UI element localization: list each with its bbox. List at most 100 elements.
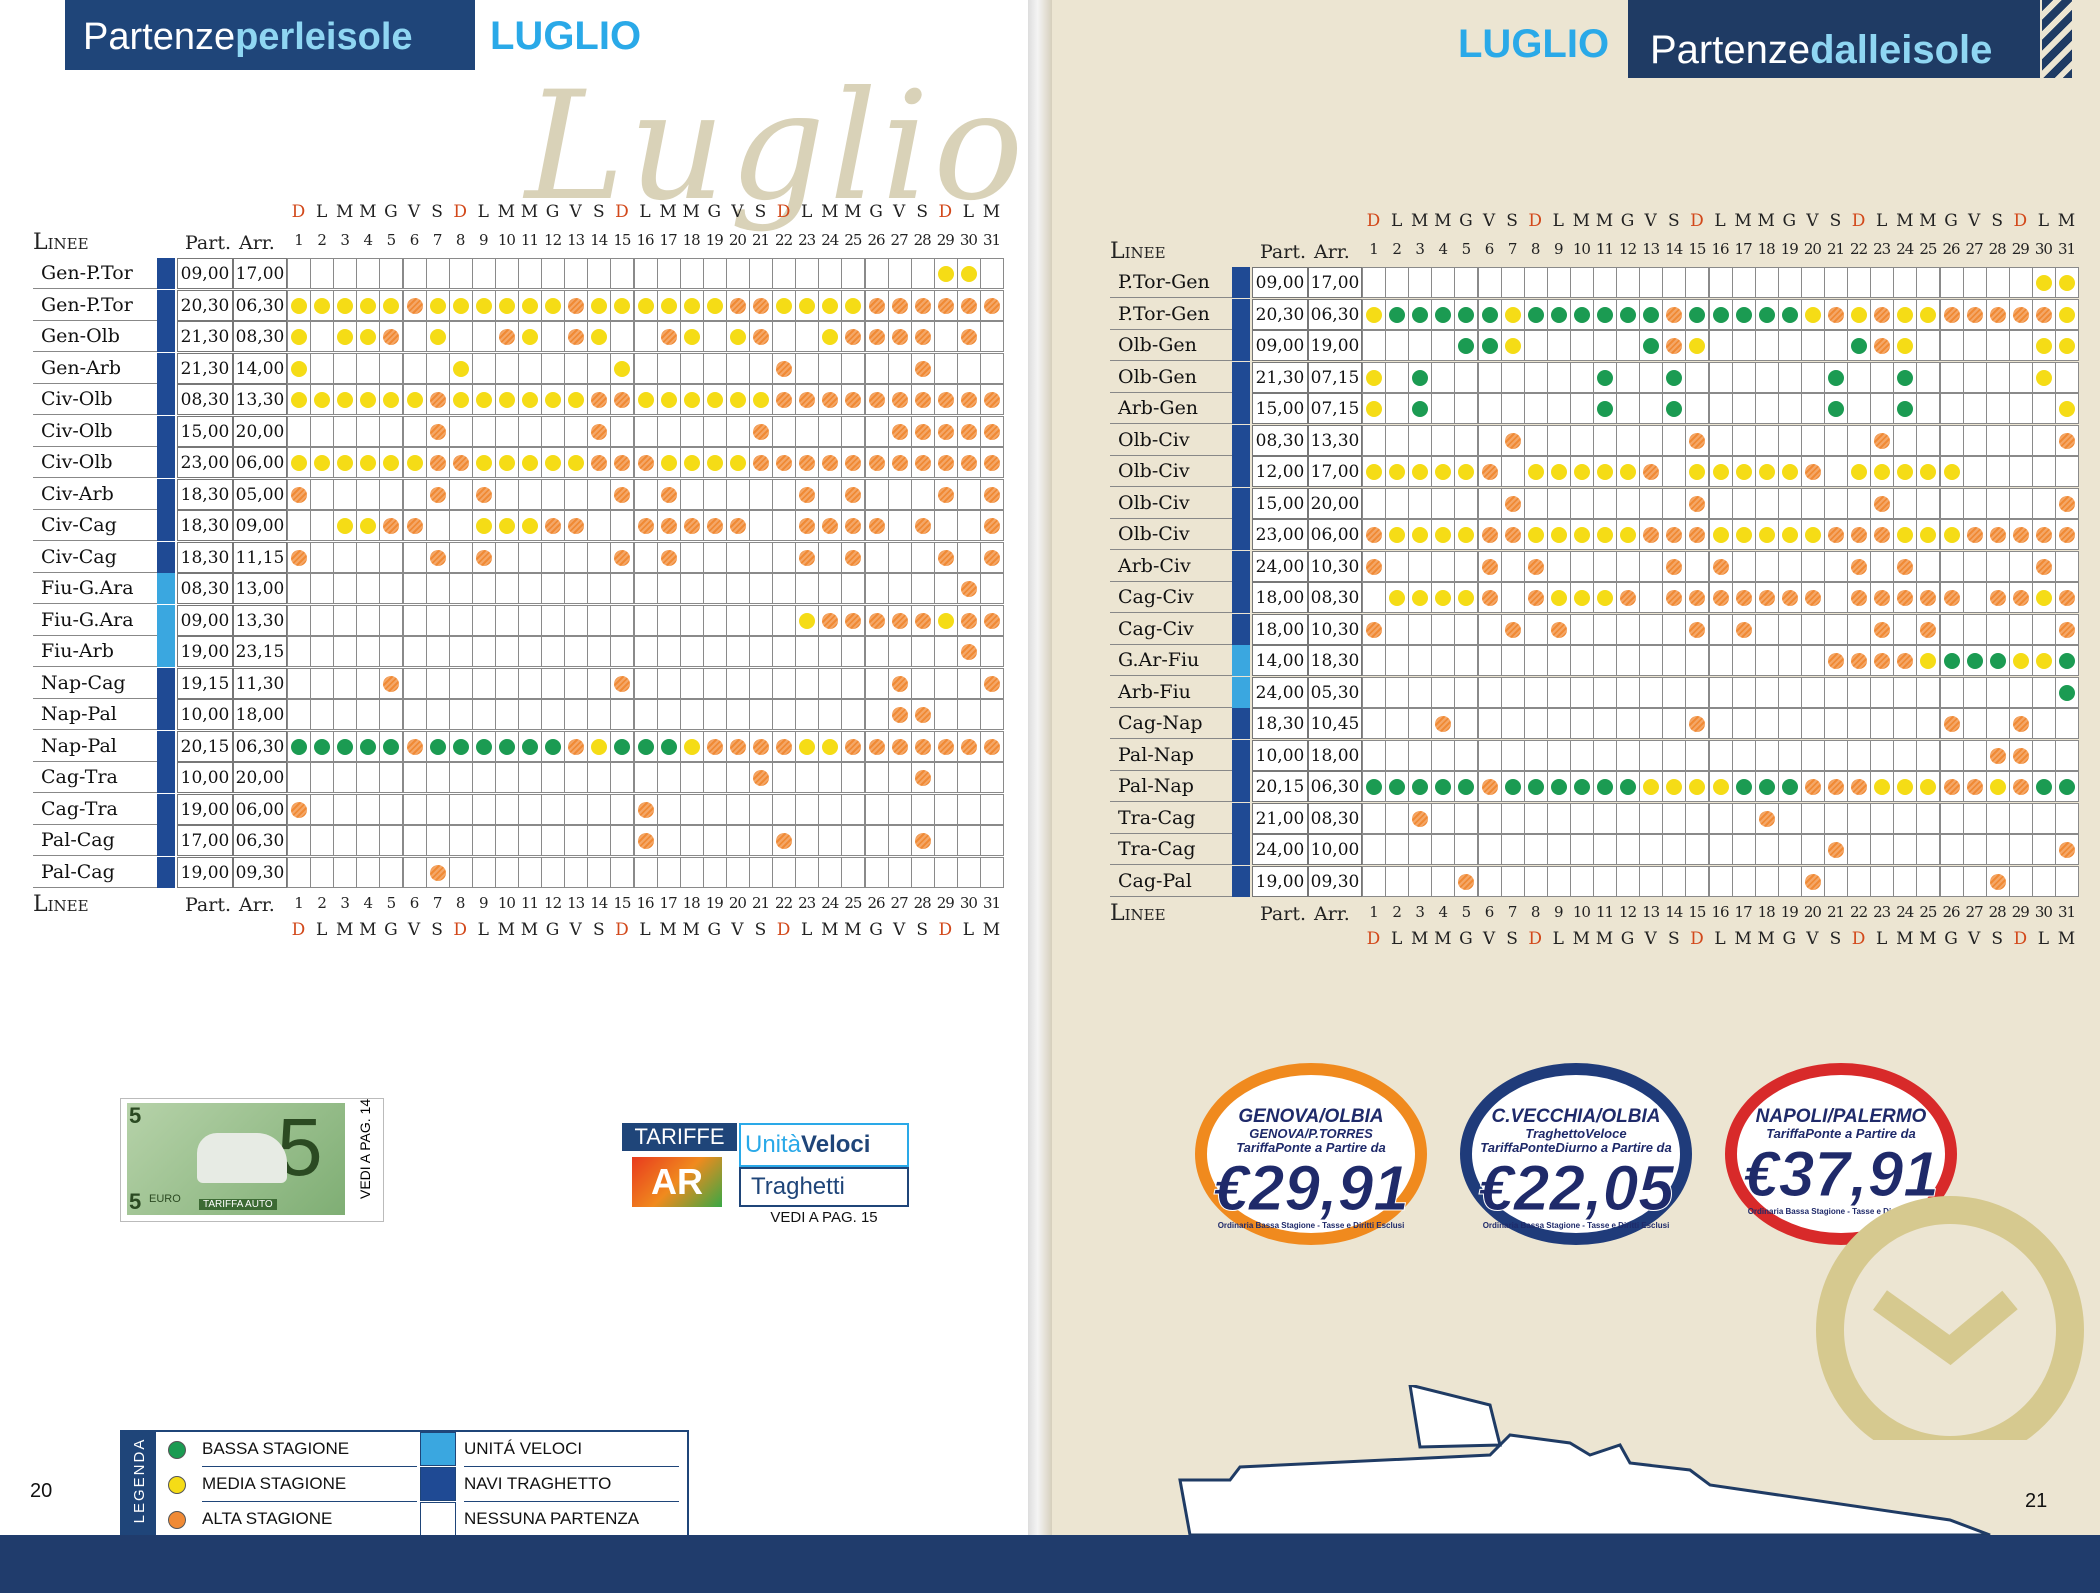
day-cell <box>1616 519 1641 550</box>
alta-stagione-dot <box>1828 779 1844 795</box>
ticket-side-note: VEDI A PAG. 14 <box>357 1098 373 1199</box>
day-cell <box>518 856 543 888</box>
day-cell <box>2008 361 2033 393</box>
day-cell <box>1985 708 2010 739</box>
arrival-time: 10,30 <box>1308 550 1362 582</box>
day-cell <box>1708 676 1733 708</box>
day-letter-bottom: M <box>335 920 354 940</box>
day-cell <box>471 667 496 699</box>
media-stagione-dot <box>383 455 400 471</box>
media-stagione-dot <box>2035 590 2052 606</box>
media-stagione-dot <box>291 455 307 471</box>
day-cell <box>795 321 820 352</box>
day-cell <box>1385 645 1410 676</box>
day-cell <box>749 856 774 888</box>
day-cell <box>1800 645 1825 676</box>
day-cell <box>587 321 612 352</box>
day-cell <box>610 667 635 699</box>
arrival-time: 10,00 <box>1308 834 1362 865</box>
ship-type-bar <box>1232 487 1250 519</box>
day-cell <box>1362 424 1387 456</box>
day-cell <box>818 604 843 636</box>
day-cell <box>333 667 358 699</box>
day-letter-bottom: G <box>545 920 560 940</box>
day-cell <box>1662 393 1687 424</box>
alta-stagione-dot <box>891 297 908 314</box>
day-cell <box>633 604 658 636</box>
ticket-number-small: 5 <box>129 1103 142 1128</box>
day-cell <box>2055 456 2080 487</box>
day-cell <box>310 447 335 478</box>
day-cell <box>1362 676 1387 708</box>
media-stagione-dot <box>1897 464 1914 480</box>
badge-route-2: TraghettoVeloce <box>1525 1126 1627 1141</box>
day-cell <box>448 573 473 604</box>
day-cell <box>841 730 866 762</box>
alta-stagione-dot <box>845 392 862 408</box>
day-cell <box>448 510 473 541</box>
day-cell <box>1477 361 1502 393</box>
day-cell <box>1800 834 1825 865</box>
day-cell <box>1685 676 1710 708</box>
day-cell <box>1893 424 1918 456</box>
bassa-stagione-dot <box>1828 401 1844 417</box>
alta-stagione-dot <box>1828 842 1844 858</box>
day-cell <box>587 636 612 667</box>
route-name: Cag-Civ <box>1110 582 1232 613</box>
route-name: Fiu-G.Ara <box>33 605 157 636</box>
day-cell <box>1824 582 1849 613</box>
day-cell <box>841 667 866 699</box>
day-cell <box>679 258 704 289</box>
day-cell <box>2031 834 2056 865</box>
day-cell <box>795 289 820 321</box>
day-cell <box>1847 519 1872 550</box>
day-cell <box>1500 298 1525 330</box>
departure-time: 09,00 <box>1252 267 1308 298</box>
day-cell <box>656 762 681 793</box>
day-cell <box>518 730 543 762</box>
day-cell <box>1385 739 1410 771</box>
day-cell <box>287 604 312 636</box>
alta-stagione-dot <box>845 518 862 534</box>
day-cell <box>1870 424 1895 456</box>
day-cell <box>1500 361 1525 393</box>
alta-stagione-dot <box>1689 432 1706 449</box>
right-header-pre: Partenze <box>1650 28 1811 72</box>
day-cell <box>587 352 612 384</box>
day-cell <box>379 856 404 888</box>
day-cell <box>494 352 519 384</box>
arrival-time: 08,30 <box>1308 802 1362 834</box>
day-cell <box>1593 550 1618 582</box>
day-number-top: 16 <box>636 231 654 249</box>
day-cell <box>287 258 312 289</box>
alta-stagione-dot <box>891 329 908 345</box>
media-stagione-dot <box>522 518 538 534</box>
legend-title-bar: LEGENDA <box>122 1432 156 1537</box>
media-stagione-dot <box>1735 464 1752 480</box>
day-cell <box>1500 393 1525 424</box>
day-cell <box>1408 739 1433 771</box>
day-cell <box>725 289 750 321</box>
alta-stagione-dot <box>753 455 769 471</box>
alta-stagione-dot <box>291 549 307 566</box>
day-cell <box>910 478 935 510</box>
day-cell <box>1800 802 1825 834</box>
day-letter-bottom: L <box>477 920 489 940</box>
day-cell <box>1408 582 1433 613</box>
alta-stagione-dot <box>960 581 977 597</box>
day-cell <box>1662 361 1687 393</box>
day-cell <box>1500 645 1525 676</box>
day-cell <box>610 478 635 510</box>
day-cell <box>471 762 496 793</box>
alta-stagione-dot <box>914 329 931 345</box>
route-name: Civ-Olb <box>33 384 157 415</box>
media-stagione-dot <box>1666 779 1683 795</box>
day-cell <box>379 258 404 289</box>
route-name: Civ-Cag <box>33 542 157 573</box>
day-cell <box>1824 550 1849 582</box>
media-stagione-dot <box>729 455 746 471</box>
media-stagione-dot <box>452 392 469 408</box>
media-stagione-dot <box>2035 653 2052 669</box>
day-cell <box>1385 487 1410 519</box>
day-cell <box>471 352 496 384</box>
